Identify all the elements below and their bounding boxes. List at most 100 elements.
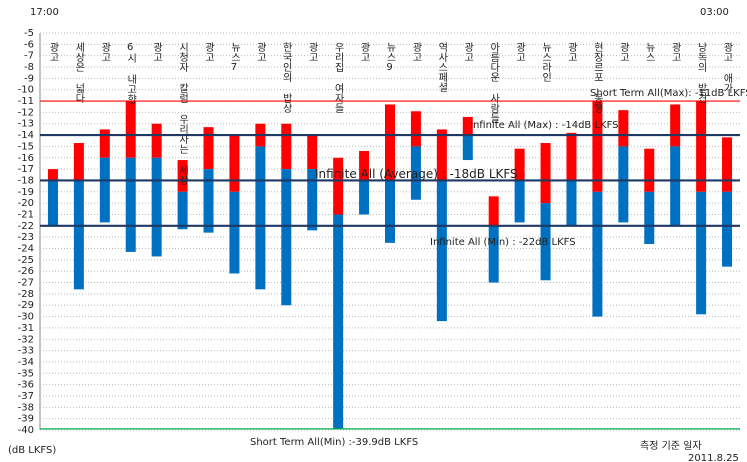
y-tick-label: -32 [18, 334, 34, 345]
y-tick-label: -18 [18, 175, 34, 186]
y-tick-label: -35 [18, 368, 34, 379]
y-tick-label: -37 [18, 391, 34, 402]
lower-bar [410, 146, 421, 200]
y-unit: (dB LKFS) [8, 445, 56, 456]
lower-bar [203, 169, 214, 233]
y-tick-label: -30 [18, 312, 34, 323]
upper-bar [99, 129, 110, 158]
reference-label: Short Term All(Min) :-39.9dB LKFS [250, 437, 418, 448]
upper-bar [177, 160, 188, 192]
category-label: 시청자 칼럼 우리사는 세상 [177, 42, 189, 185]
y-tick-label: -10 [18, 85, 34, 96]
y-tick-label: -27 [18, 278, 34, 289]
upper-bar [359, 150, 370, 181]
lower-bar [229, 191, 240, 274]
y-tick-label: -21 [18, 209, 34, 220]
y-tick-label: -15 [18, 141, 34, 152]
lower-bar [255, 146, 266, 290]
upper-bar [47, 169, 58, 181]
y-tick-label: -9 [24, 73, 34, 84]
category-label: 현장르포 동행 [591, 42, 603, 113]
category-label: 세상은 넓다 [73, 42, 85, 104]
upper-bar [592, 101, 603, 192]
y-tick-label: -39 [18, 414, 34, 425]
lower-bar [385, 180, 395, 243]
category-label: 광고 [306, 42, 318, 62]
lower-bar [99, 157, 110, 223]
category-label: 광고 [254, 42, 266, 62]
y-tick-label: -19 [18, 187, 34, 198]
category-label: 뉴스라인 [540, 42, 552, 82]
lower-bar [177, 191, 188, 230]
y-tick-label: -22 [18, 221, 34, 232]
category-label: 역사스페셜 [436, 42, 448, 92]
upper-bar [696, 101, 707, 192]
upper-bar [203, 127, 214, 170]
category-label: 광고 [410, 42, 422, 62]
category-label: 광고 [151, 42, 163, 62]
y-tick-label: -28 [18, 289, 34, 300]
time-end: 03:00 [700, 7, 729, 18]
lower-bar [462, 135, 473, 161]
lower-bar [125, 157, 136, 252]
upper-bar [125, 101, 136, 158]
upper-bar [488, 196, 499, 226]
upper-bar [385, 104, 395, 181]
y-tick-label: -6 [24, 39, 34, 50]
category-label: 광고 [565, 42, 577, 62]
y-tick-label: -13 [18, 119, 34, 130]
y-tick-label: -16 [18, 153, 34, 164]
category-label: 광고 [47, 42, 59, 62]
upper-bar [618, 110, 629, 147]
category-label: 광고 [462, 42, 474, 62]
category-label: 광고 [203, 42, 215, 62]
category-label: 광고 애가 [721, 42, 733, 94]
upper-bar [151, 123, 162, 158]
time-start: 17:00 [30, 7, 59, 18]
lower-bar [618, 146, 629, 223]
lower-bar [47, 180, 58, 226]
y-tick-label: -24 [18, 244, 34, 255]
category-label: 광고 [358, 42, 370, 62]
upper-bar [229, 135, 240, 192]
y-tick-label: -26 [18, 266, 34, 277]
upper-bar [540, 143, 551, 204]
y-tick-label: -34 [18, 357, 34, 368]
upper-bar [73, 143, 84, 181]
lower-bar [670, 146, 681, 226]
y-tick-label: -25 [18, 255, 34, 266]
category-label: 광고 [669, 42, 681, 62]
category-label: 뉴스9 [384, 42, 396, 73]
category-label: 아름다운 사람들 [488, 42, 500, 123]
category-label: 광고 [514, 42, 526, 62]
y-tick-label: -23 [18, 232, 34, 243]
y-tick-label: -38 [18, 402, 34, 413]
category-label: 뉴스 [643, 42, 655, 62]
upper-bar [644, 148, 655, 192]
lower-bar [73, 180, 84, 290]
lower-bar [514, 180, 525, 223]
lower-bar [151, 157, 162, 257]
y-tick-label: -17 [18, 164, 34, 175]
upper-bar [281, 123, 292, 170]
lower-bar [566, 180, 577, 226]
y-tick-label: -33 [18, 346, 34, 357]
category-label: 우리집 여자들 [332, 42, 344, 113]
lower-bar [540, 203, 551, 281]
y-tick-label: -31 [18, 323, 34, 334]
upper-bar [722, 137, 733, 192]
lower-bar [696, 191, 707, 315]
upper-bar [410, 111, 421, 147]
y-tick-label: -20 [18, 198, 34, 209]
category-label: 광고 [617, 42, 629, 62]
lower-bar [722, 191, 733, 267]
lower-bar [307, 169, 318, 231]
y-tick-label: -8 [24, 62, 34, 73]
category-label: 한국인의 밥상 [280, 42, 292, 113]
upper-bar [566, 132, 577, 181]
upper-bar [514, 148, 525, 181]
reference-label: Infinite All (Min) : -22dB LKFS [430, 237, 576, 248]
reference-label: Short Term All(Max): -11dB LKFS [590, 88, 747, 99]
date-caption: 측정 기준 일자 [640, 440, 702, 452]
